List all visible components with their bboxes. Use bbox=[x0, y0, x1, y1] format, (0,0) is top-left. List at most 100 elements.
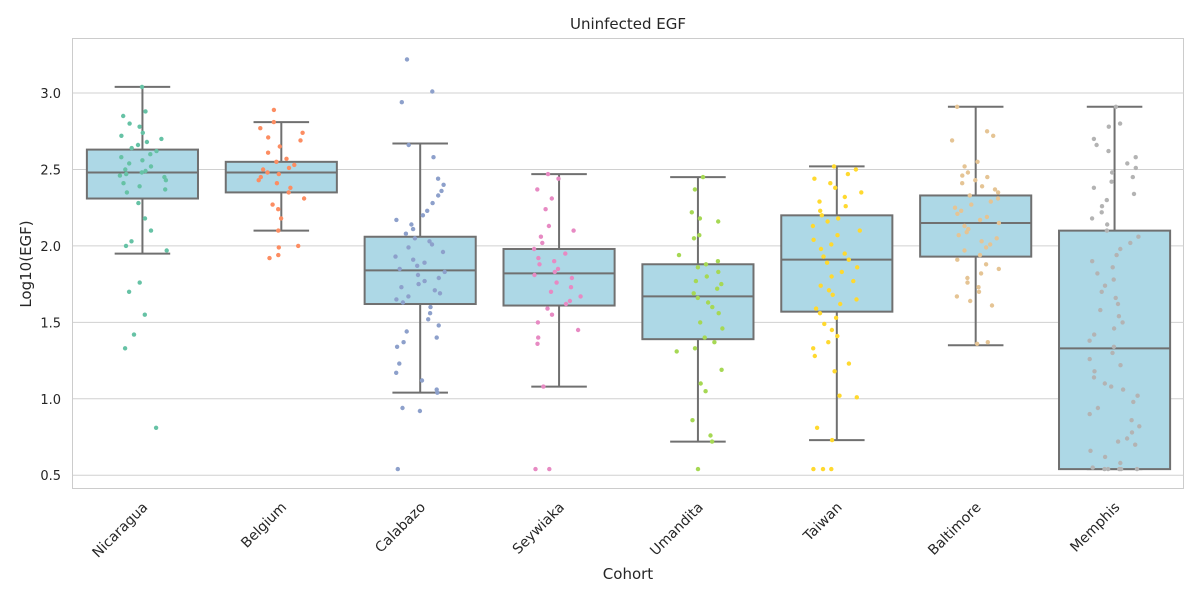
data-point bbox=[698, 381, 703, 386]
data-point bbox=[159, 136, 164, 142]
box-iqr bbox=[1058, 229, 1172, 471]
y-tick-label: 2.0 bbox=[40, 240, 61, 255]
data-point bbox=[1117, 121, 1123, 126]
data-point bbox=[703, 262, 709, 267]
data-point bbox=[1133, 442, 1138, 447]
data-point bbox=[829, 437, 835, 443]
data-point bbox=[552, 269, 557, 275]
chart-title: Uninfected EGF bbox=[570, 15, 686, 33]
data-point bbox=[148, 152, 153, 157]
data-point bbox=[1137, 424, 1142, 429]
data-point bbox=[818, 208, 823, 213]
data-point bbox=[676, 252, 682, 258]
data-point bbox=[265, 150, 271, 155]
data-point bbox=[955, 211, 960, 216]
data-point bbox=[531, 246, 537, 252]
data-point bbox=[137, 184, 142, 189]
data-point bbox=[1133, 155, 1138, 160]
data-point bbox=[715, 286, 720, 291]
data-point bbox=[571, 228, 576, 233]
data-point bbox=[541, 384, 546, 389]
data-point bbox=[567, 298, 573, 304]
data-point bbox=[404, 329, 409, 334]
data-point bbox=[140, 158, 145, 163]
data-point bbox=[288, 185, 293, 190]
points-group bbox=[117, 57, 1142, 472]
data-point bbox=[705, 300, 711, 305]
data-point bbox=[406, 142, 411, 148]
data-point bbox=[419, 378, 425, 383]
data-point bbox=[276, 228, 281, 233]
data-point bbox=[843, 204, 848, 209]
data-point bbox=[277, 144, 282, 149]
data-point bbox=[810, 223, 816, 229]
data-point bbox=[954, 104, 960, 110]
data-point bbox=[829, 466, 834, 472]
x-tick-labels: Nicaragua Belgium Calabazo Seywiaka Umandita… bbox=[90, 500, 1124, 562]
data-point bbox=[536, 255, 541, 261]
data-point bbox=[1088, 448, 1093, 453]
data-point bbox=[164, 248, 169, 253]
data-point bbox=[695, 466, 701, 472]
data-point bbox=[994, 236, 999, 241]
data-point bbox=[976, 289, 982, 294]
data-point bbox=[1111, 326, 1117, 331]
data-point bbox=[984, 129, 990, 134]
data-point bbox=[400, 405, 405, 411]
data-point bbox=[1109, 384, 1114, 389]
data-point bbox=[831, 164, 837, 169]
data-point bbox=[709, 439, 715, 444]
data-point bbox=[409, 222, 414, 227]
data-point bbox=[258, 126, 263, 131]
data-point bbox=[1117, 466, 1122, 472]
data-point bbox=[556, 176, 561, 181]
data-point bbox=[855, 265, 860, 270]
boxes-group bbox=[85, 85, 1172, 471]
data-point bbox=[538, 234, 544, 239]
data-point bbox=[1094, 142, 1099, 148]
data-point bbox=[983, 245, 989, 250]
data-point bbox=[832, 369, 837, 374]
data-point bbox=[1114, 252, 1119, 258]
data-point bbox=[435, 176, 441, 181]
data-point bbox=[819, 213, 824, 218]
box-iqr bbox=[780, 214, 894, 313]
data-point bbox=[955, 257, 960, 262]
data-point bbox=[537, 262, 542, 267]
data-point bbox=[697, 233, 702, 238]
data-point bbox=[422, 278, 427, 284]
data-point bbox=[813, 306, 819, 311]
data-point bbox=[548, 289, 554, 294]
data-point bbox=[425, 208, 430, 213]
data-point bbox=[139, 170, 144, 175]
box-iqr bbox=[641, 263, 755, 341]
data-point bbox=[123, 243, 129, 249]
data-point bbox=[441, 182, 446, 187]
data-point bbox=[555, 266, 561, 272]
data-point bbox=[1091, 375, 1097, 380]
data-point bbox=[163, 178, 169, 183]
data-point bbox=[1118, 363, 1123, 368]
data-point bbox=[121, 181, 126, 186]
data-point bbox=[969, 202, 974, 207]
data-point bbox=[978, 271, 984, 276]
data-point bbox=[811, 466, 816, 472]
data-point bbox=[989, 303, 995, 308]
data-point bbox=[439, 188, 444, 194]
data-point bbox=[716, 311, 721, 316]
data-point bbox=[546, 223, 552, 229]
data-point bbox=[127, 161, 132, 166]
data-point bbox=[440, 249, 446, 255]
data-point bbox=[996, 220, 1002, 226]
data-point bbox=[154, 148, 159, 154]
data-point bbox=[148, 228, 154, 233]
data-point bbox=[846, 257, 851, 262]
data-point bbox=[276, 207, 281, 212]
data-point bbox=[1106, 124, 1112, 129]
data-point bbox=[1113, 295, 1118, 301]
data-point bbox=[1102, 381, 1108, 386]
data-point bbox=[258, 174, 263, 180]
data-point bbox=[271, 119, 276, 125]
data-point bbox=[416, 281, 421, 287]
